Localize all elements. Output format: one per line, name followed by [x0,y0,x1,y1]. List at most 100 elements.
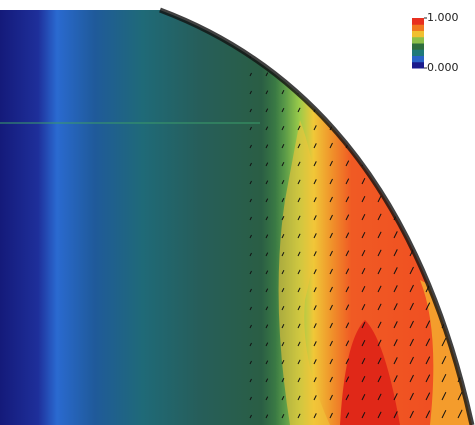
vector-arrow [313,341,317,347]
vector-arrow [265,126,269,131]
vector-arrow [441,103,447,113]
vector-arrow [441,409,447,419]
vector-arrow [457,193,463,203]
vector-arrow [329,88,333,95]
vector-arrow [297,359,301,365]
vector-arrow [425,86,431,95]
vector-arrow [265,36,269,41]
vector-arrow [345,304,350,311]
colorbar: 1.000 0.000 [412,11,459,74]
vector-arrow [409,338,414,347]
vector-arrow [393,141,398,149]
vector-arrow [377,33,382,41]
vector-arrow [457,301,463,311]
colorbar-swatch [412,61,424,69]
vector-arrow [345,376,350,383]
vector-arrow [361,285,366,293]
vector-arrow [249,180,252,185]
vector-arrow [345,214,350,221]
vector-arrow [425,212,431,221]
vector-arrow [457,265,463,275]
vector-arrow [265,396,269,401]
vector-arrow [329,322,333,329]
vector-arrow [377,51,382,59]
vector-arrow [393,411,398,419]
vector-arrow [425,266,431,275]
vector-arrow [281,35,285,41]
vector-arrow [409,194,414,203]
vector-arrow [249,396,252,401]
vector-arrow [457,319,463,329]
vector-arrow [425,230,431,239]
vector-arrow [393,321,398,329]
vector-arrow [409,122,414,131]
vector-arrow [249,126,252,131]
vector-arrow [329,358,333,365]
vector-arrow [441,229,447,239]
vector-arrow [265,360,269,365]
vector-arrow [249,360,252,365]
vector-arrow [441,175,447,185]
vector-arrow [345,412,350,419]
vector-arrow [393,87,398,95]
colorbar-swatch [412,36,424,44]
vector-arrow [425,320,431,329]
vector-arrow [313,377,317,383]
vector-arrow [441,157,447,167]
vector-arrow [281,287,285,293]
vector-arrow [281,413,285,419]
vector-arrow [425,284,431,293]
vector-arrow [345,124,350,131]
vector-arrow [329,412,333,419]
vector-arrow [409,158,414,167]
vector-arrow [409,356,414,365]
vector-arrow [441,121,447,131]
vector-arrow [297,107,301,113]
vector-arrow [313,359,317,365]
vector-arrow [361,105,366,113]
vector-arrow [377,267,382,275]
vector-arrow [457,103,463,113]
vector-arrow [345,394,350,401]
vector-arrow [441,283,447,293]
vector-arrow [425,194,431,203]
vector-arrow [313,143,317,149]
vector-arrow [361,393,366,401]
vector-arrow [425,356,431,365]
colorbar-swatch [412,43,424,50]
vector-arrow [441,265,447,275]
vector-arrow [329,340,333,347]
vector-arrow [329,214,333,221]
vector-arrow [345,52,350,59]
vector-arrow [265,108,269,113]
vector-arrow [457,283,463,293]
vector-arrow [441,31,447,41]
vector-arrow [265,54,269,59]
vector-arrow [281,71,285,77]
vector-arrow [249,252,252,257]
vector-arrow [281,197,285,203]
vector-arrow [393,195,398,203]
vector-arrow [281,89,285,95]
vector-arrow [377,177,382,185]
vector-arrow [409,392,414,401]
vector-arrow [393,339,398,347]
vector-arrow [265,324,269,329]
vector-arrow [425,122,431,131]
vector-arrow [377,123,382,131]
vector-arrow [361,303,366,311]
vector-arrow [313,89,317,95]
vector-arrow [409,266,414,275]
vector-arrow [265,72,269,77]
vector-arrow [441,391,447,401]
vector-arrow [249,414,252,419]
vector-arrow [361,123,366,131]
vector-arrow [265,414,269,419]
vector-arrow [313,215,317,221]
vector-arrow [329,304,333,311]
vector-arrow [441,337,447,347]
vector-arrow [249,72,252,77]
vector-arrow [457,157,463,167]
vector-arrow [393,51,398,59]
